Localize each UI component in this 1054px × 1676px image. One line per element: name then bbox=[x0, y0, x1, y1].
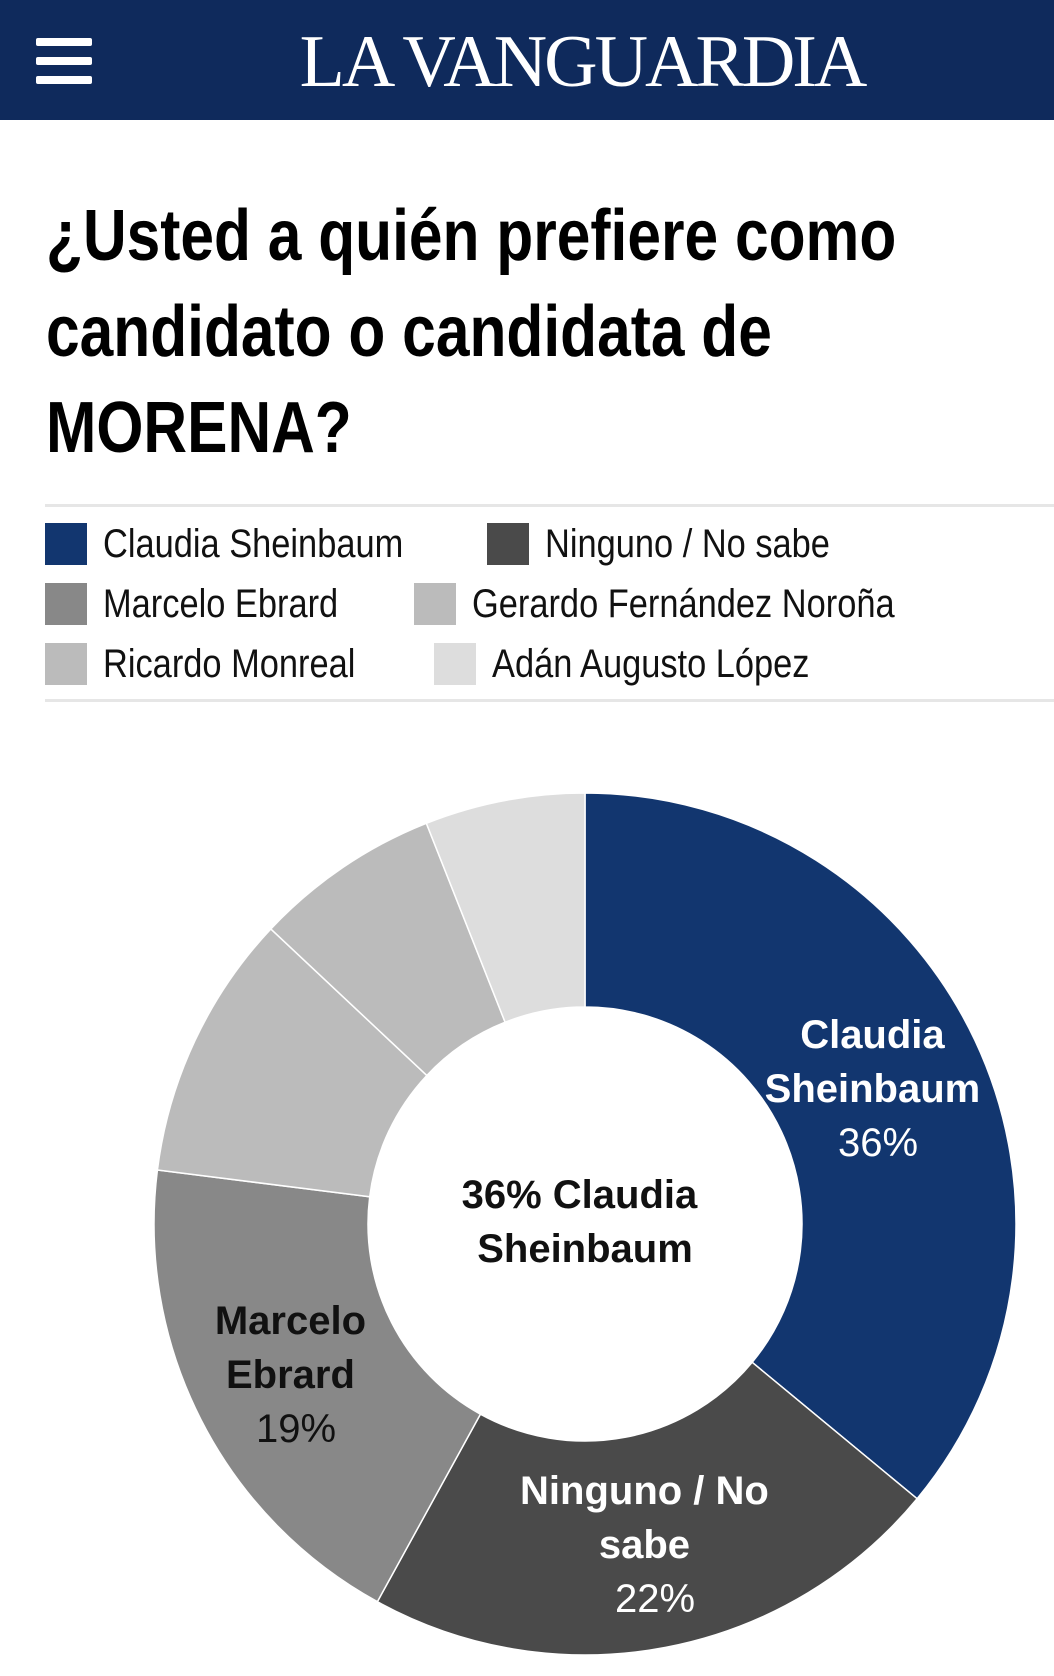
site-header: LA VANGUARDIA bbox=[0, 0, 1054, 120]
legend-item: Gerardo Fernández Noroña bbox=[414, 581, 963, 626]
title-line: MORENA? bbox=[46, 388, 352, 468]
center-label: 36% Claudia Sheinbaum bbox=[462, 1173, 709, 1271]
legend-label: Claudia Sheinbaum bbox=[103, 521, 404, 566]
legend-label: Ninguno / No sabe bbox=[545, 521, 830, 566]
donut-slice bbox=[425, 792, 586, 1024]
legend-label: Ricardo Monreal bbox=[103, 641, 356, 686]
legend-item: Claudia Sheinbaum bbox=[45, 521, 452, 566]
hamburger-menu-icon[interactable] bbox=[36, 38, 92, 84]
donut-slice bbox=[584, 792, 1017, 1500]
divider bbox=[45, 504, 1054, 507]
chart-title: ¿Usted a quién prefiere como candidato o… bbox=[46, 188, 1054, 476]
legend-item: Adán Augusto López bbox=[434, 641, 861, 686]
legend-label: Marcelo Ebrard bbox=[103, 581, 339, 626]
slice-label-ninguno: Ninguno / No sabe 22% bbox=[520, 1469, 780, 1621]
title-line: candidato o candidata de bbox=[46, 292, 772, 372]
donut-slice bbox=[153, 1169, 482, 1603]
legend-item: Ricardo Monreal bbox=[45, 641, 396, 686]
title-line: ¿Usted a quién prefiere como bbox=[46, 196, 897, 276]
legend-item: Marcelo Ebrard bbox=[45, 581, 376, 626]
slice-label-claudia: Claudia Sheinbaum 36% bbox=[765, 1013, 992, 1165]
legend-swatch bbox=[45, 583, 87, 625]
legend-swatch bbox=[414, 583, 456, 625]
legend-swatch bbox=[487, 523, 529, 565]
legend-swatch bbox=[45, 643, 87, 685]
divider bbox=[45, 699, 1054, 702]
site-logo[interactable]: LA VANGUARDIA bbox=[299, 21, 868, 103]
slice-label-marcelo: Marcelo Ebrard 19% bbox=[215, 1299, 377, 1451]
legend-swatch bbox=[45, 523, 87, 565]
legend-item: Ninguno / No sabe bbox=[487, 521, 876, 566]
legend-label: Gerardo Fernández Noroña bbox=[472, 581, 895, 626]
legend-label: Adán Augusto López bbox=[492, 641, 810, 686]
donut-slice bbox=[376, 1361, 919, 1656]
legend-swatch bbox=[434, 643, 476, 685]
